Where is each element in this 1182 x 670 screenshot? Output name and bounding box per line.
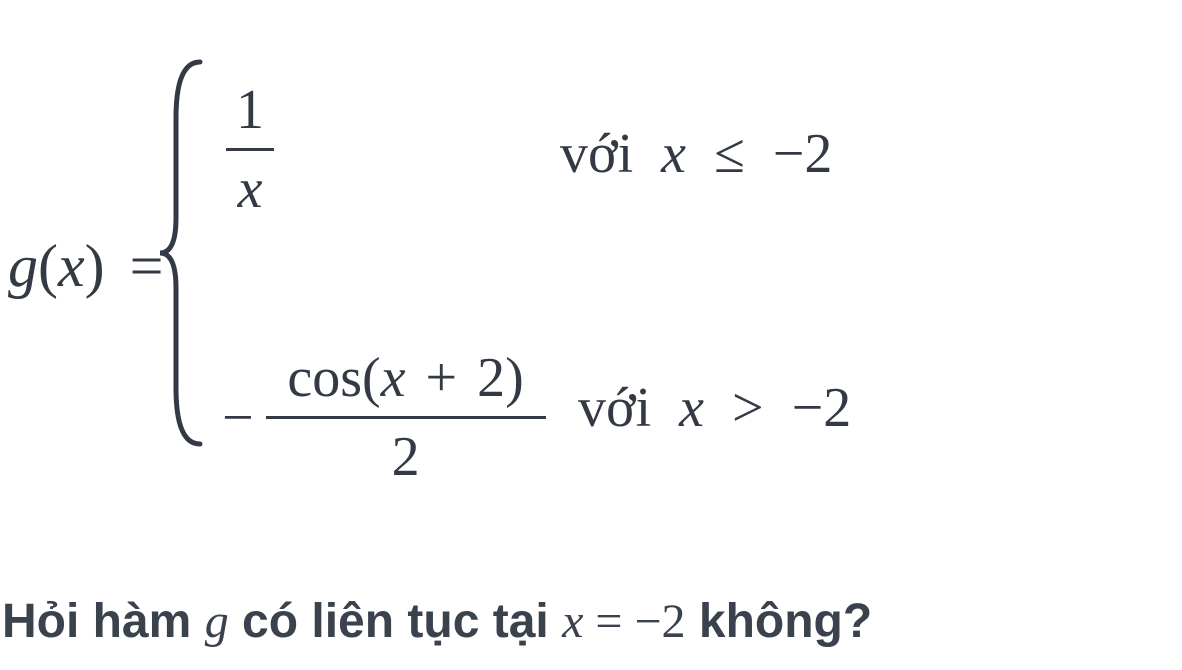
piece1-denominator: x <box>226 161 274 217</box>
cond1-word: với <box>560 123 633 185</box>
num-plus: + <box>426 347 458 409</box>
num-var: x <box>381 347 406 409</box>
cond2-var: x <box>679 377 704 439</box>
q-value: −2 <box>634 595 685 648</box>
piece1-fraction: 1 x <box>226 82 274 217</box>
piece2-denominator: 2 <box>266 429 546 485</box>
piecewise-brace <box>158 58 208 448</box>
fraction-bar <box>226 148 274 151</box>
piece1-condition: với x ≤ −2 <box>560 122 832 186</box>
cond1-rhs: −2 <box>773 123 833 185</box>
cond1-var: x <box>661 123 686 185</box>
function-lhs: g(x) = <box>8 232 163 301</box>
math-problem: { "colors": { "text": "#333a45", "questi… <box>0 0 1182 670</box>
q-symbol-x: x <box>562 595 583 648</box>
cos-fn: cos <box>287 347 362 409</box>
num-rparen: ) <box>505 347 524 409</box>
cond1-op: ≤ <box>714 123 745 185</box>
q-text-1: Hỏi hàm <box>2 595 205 648</box>
question-text: Hỏi hàm g có liên tục tại x = −2 không? <box>2 594 872 649</box>
piece1-numerator: 1 <box>226 82 274 138</box>
cond2-rhs: −2 <box>792 377 852 439</box>
lparen: ( <box>38 233 58 299</box>
symbol-x: x <box>58 233 85 299</box>
rparen: ) <box>85 233 105 299</box>
num-const: 2 <box>477 347 505 409</box>
piece2-expression: − cos(x + 2) 2 <box>222 350 546 485</box>
fraction-bar <box>266 416 546 419</box>
piece2-numerator: cos(x + 2) <box>266 350 546 406</box>
cond2-op: > <box>732 377 764 439</box>
q-equals: = <box>583 595 634 648</box>
cond2-word: với <box>578 377 651 439</box>
piece2-minus: − <box>222 386 254 450</box>
num-lparen: ( <box>362 347 381 409</box>
q-text-2: có liên tục tại <box>229 595 562 648</box>
piece2-condition: với x > −2 <box>578 376 851 440</box>
symbol-g: g <box>8 233 38 299</box>
q-text-3: không? <box>686 595 873 648</box>
q-symbol-g: g <box>205 595 229 648</box>
piece2-fraction: cos(x + 2) 2 <box>266 350 546 485</box>
